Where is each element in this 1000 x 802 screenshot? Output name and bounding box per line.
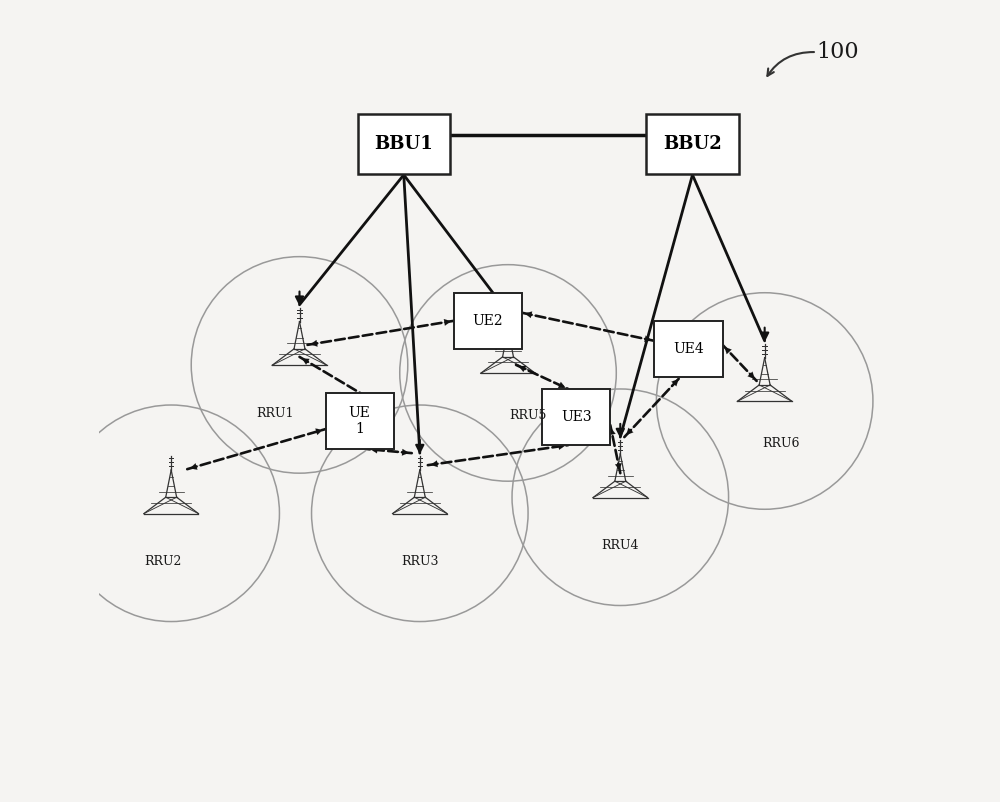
Bar: [358, 115, 450, 175]
Text: BBU2: BBU2: [663, 136, 722, 153]
Text: RRU5: RRU5: [509, 409, 547, 422]
Text: UE4: UE4: [673, 342, 704, 356]
Text: 100: 100: [817, 41, 859, 63]
Text: UE
1: UE 1: [349, 406, 371, 436]
Text: RRU1: RRU1: [257, 407, 294, 419]
Text: RRU3: RRU3: [401, 555, 439, 568]
Text: RRU6: RRU6: [762, 437, 799, 450]
Text: BBU1: BBU1: [374, 136, 433, 153]
Bar: [542, 389, 610, 445]
Bar: [646, 115, 739, 175]
Text: UE2: UE2: [473, 314, 503, 328]
Text: RRU2: RRU2: [144, 555, 182, 568]
Text: RRU4: RRU4: [602, 539, 639, 552]
Bar: [654, 321, 723, 377]
Bar: [454, 293, 522, 349]
Text: UE3: UE3: [561, 410, 592, 424]
Bar: [326, 393, 394, 449]
